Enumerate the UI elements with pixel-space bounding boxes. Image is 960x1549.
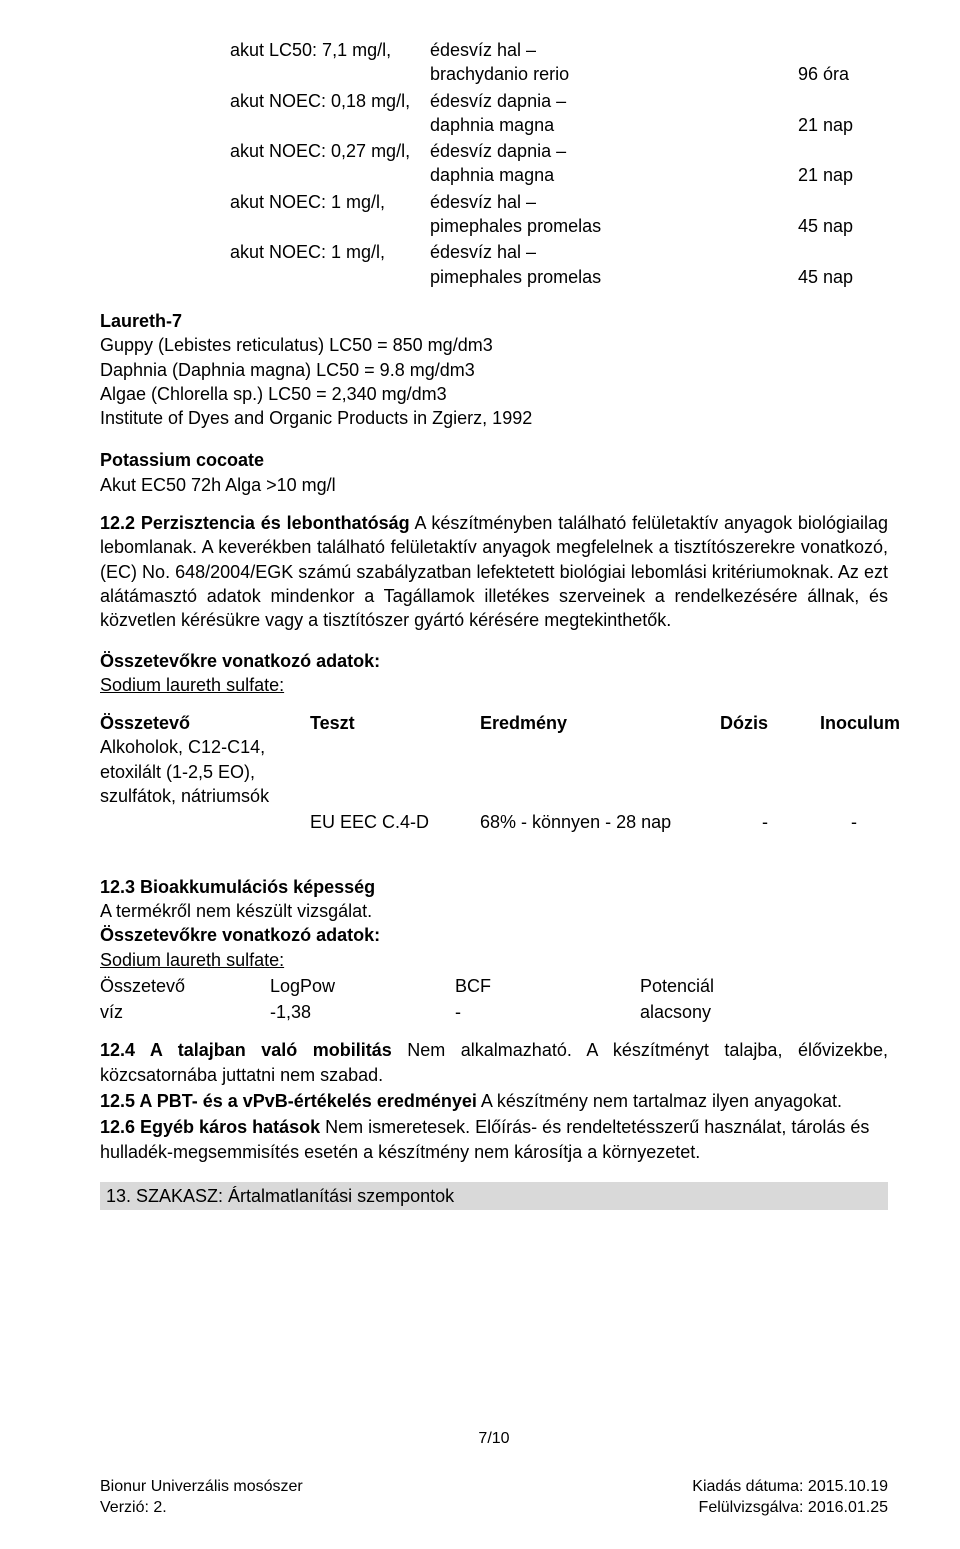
s12-5-lead: 12.5 A PBT- és a vPvB-értékelés eredmény…	[100, 1091, 477, 1111]
eco-duration: 45 nap	[798, 240, 888, 291]
eco-row: akut LC50: 7,1 mg/l,édesvíz hal –brachyd…	[230, 38, 888, 89]
laureth-line: Guppy (Lebistes reticulatus) LC50 = 850 …	[100, 333, 888, 357]
laureth-line: Institute of Dyes and Organic Products i…	[100, 406, 888, 430]
potassium-title: Potassium cocoate	[100, 448, 888, 472]
section-12-3: 12.3 Bioakkumulációs képesség A termékrő…	[100, 875, 888, 1025]
alk-line: szulfátok, nátriumsók	[100, 784, 888, 808]
comp-result-row: EU EEC C.4-D 68% - könnyen - 28 nap - -	[100, 810, 888, 834]
lp-r4: alacsony	[640, 1000, 888, 1024]
comp-h-4: Dózis	[720, 711, 810, 735]
comp-title: Összetevőkre vonatkozó adatok:	[100, 649, 888, 673]
eco-table: akut LC50: 7,1 mg/l,édesvíz hal –brachyd…	[230, 38, 888, 291]
lp-h3: BCF	[455, 974, 630, 998]
eco-mid: édesvíz hal –pimephales promelas	[430, 190, 798, 241]
eco-label: akut NOEC: 1 mg/l,	[230, 240, 430, 291]
lp-r1: víz	[100, 1000, 260, 1024]
comp-r-3: 68% - könnyen - 28 nap	[480, 810, 710, 834]
alk-line: Alkoholok, C12-C14,	[100, 735, 888, 759]
eco-duration: 21 nap	[798, 89, 888, 140]
comp-r-5: -	[820, 810, 888, 834]
eco-duration: 96 óra	[798, 38, 888, 89]
eco-row: akut NOEC: 1 mg/l,édesvíz hal –pimephale…	[230, 190, 888, 241]
logpow-header: Összetevő LogPow BCF Potenciál	[100, 974, 888, 998]
eco-row: akut NOEC: 0,27 mg/l,édesvíz dapnia –dap…	[230, 139, 888, 190]
eco-label: akut NOEC: 0,27 mg/l,	[230, 139, 430, 190]
eco-toxicity-block: akut LC50: 7,1 mg/l,édesvíz hal –brachyd…	[100, 38, 888, 291]
lp-h4: Potenciál	[640, 974, 888, 998]
comp-sodium: Sodium laureth sulfate:	[100, 673, 888, 697]
section-12-2: 12.2 Perzisztencia és lebonthatóság A ké…	[100, 511, 888, 632]
eco-label: akut NOEC: 0,18 mg/l,	[230, 89, 430, 140]
eco-mid: édesvíz hal –pimephales promelas	[430, 240, 798, 291]
laureth-block: Laureth-7 Guppy (Lebistes reticulatus) L…	[100, 309, 888, 430]
section-13-bar: 13. SZAKASZ: Ártalmatlanítási szempontok	[100, 1182, 888, 1210]
eco-label: akut LC50: 7,1 mg/l,	[230, 38, 430, 89]
footer-right2: Felülvizsgálva: 2016.01.25	[699, 1497, 888, 1519]
s12-3-comp: Összetevőkre vonatkozó adatok:	[100, 923, 888, 947]
lp-h1: Összetevő	[100, 974, 260, 998]
alk-line: etoxilált (1-2,5 EO),	[100, 760, 888, 784]
footer-left1: Bionur Univerzális mosószer	[100, 1476, 303, 1498]
alk-lines: Alkoholok, C12-C14,etoxilált (1-2,5 EO),…	[100, 735, 888, 808]
laureth-line: Algae (Chlorella sp.) LC50 = 2,340 mg/dm…	[100, 382, 888, 406]
comp-h-1: Összetevő	[100, 711, 300, 735]
comp-r-1	[100, 810, 300, 834]
eco-mid: édesvíz dapnia –daphnia magna	[430, 89, 798, 140]
potassium-line: Akut EC50 72h Alga >10 mg/l	[100, 473, 888, 497]
eco-duration: 45 nap	[798, 190, 888, 241]
s12-6-lead: 12.6 Egyéb káros hatások	[100, 1117, 320, 1137]
eco-mid: édesvíz dapnia –daphnia magna	[430, 139, 798, 190]
eco-label: akut NOEC: 1 mg/l,	[230, 190, 430, 241]
footer-left2: Verzió: 2.	[100, 1497, 167, 1519]
lp-r2: -1,38	[270, 1000, 445, 1024]
footer: 7/10 Bionur Univerzális mosószer Kiadás …	[100, 1428, 888, 1519]
page: akut LC50: 7,1 mg/l,édesvíz hal –brachyd…	[0, 0, 960, 1549]
s12-3-line2: A termékről nem készült vizsgálat.	[100, 899, 888, 923]
eco-duration: 21 nap	[798, 139, 888, 190]
comp-h-3: Eredmény	[480, 711, 710, 735]
comp-r-2: EU EEC C.4-D	[310, 810, 470, 834]
lp-h2: LogPow	[270, 974, 445, 998]
comp-data-block: Összetevőkre vonatkozó adatok: Sodium la…	[100, 649, 888, 835]
eco-row: akut NOEC: 0,18 mg/l,édesvíz dapnia –dap…	[230, 89, 888, 140]
comp-header-row: Összetevő Teszt Eredmény Dózis Inoculum	[100, 711, 888, 735]
comp-h-2: Teszt	[310, 711, 470, 735]
footer-right1: Kiadás dátuma: 2015.10.19	[692, 1476, 888, 1498]
section-12-2-lead: 12.2 Perzisztencia és lebonthatóság	[100, 513, 410, 533]
section-12-5: 12.5 A PBT- és a vPvB-értékelés eredmény…	[100, 1089, 888, 1113]
laureth-title: Laureth-7	[100, 309, 888, 333]
logpow-row: víz -1,38 - alacsony	[100, 1000, 888, 1024]
comp-h-5: Inoculum	[820, 711, 900, 735]
lp-r3: -	[455, 1000, 630, 1024]
s12-3-title: 12.3 Bioakkumulációs képesség	[100, 875, 888, 899]
potassium-block: Potassium cocoate Akut EC50 72h Alga >10…	[100, 448, 888, 497]
footer-page: 7/10	[100, 1428, 888, 1450]
eco-row: akut NOEC: 1 mg/l,édesvíz hal –pimephale…	[230, 240, 888, 291]
laureth-line: Daphnia (Daphnia magna) LC50 = 9.8 mg/dm…	[100, 358, 888, 382]
eco-mid: édesvíz hal –brachydanio rerio	[430, 38, 798, 89]
s12-4-lead: 12.4 A talajban való mobilitás	[100, 1040, 392, 1060]
section-12-4: 12.4 A talajban való mobilitás Nem alkal…	[100, 1038, 888, 1087]
comp-r-4: -	[720, 810, 810, 834]
s12-3-sodium: Sodium laureth sulfate:	[100, 948, 888, 972]
s12-5-text: A készítmény nem tartalmaz ilyen anyagok…	[477, 1091, 842, 1111]
section-12-6: 12.6 Egyéb káros hatások Nem ismeretesek…	[100, 1115, 888, 1164]
